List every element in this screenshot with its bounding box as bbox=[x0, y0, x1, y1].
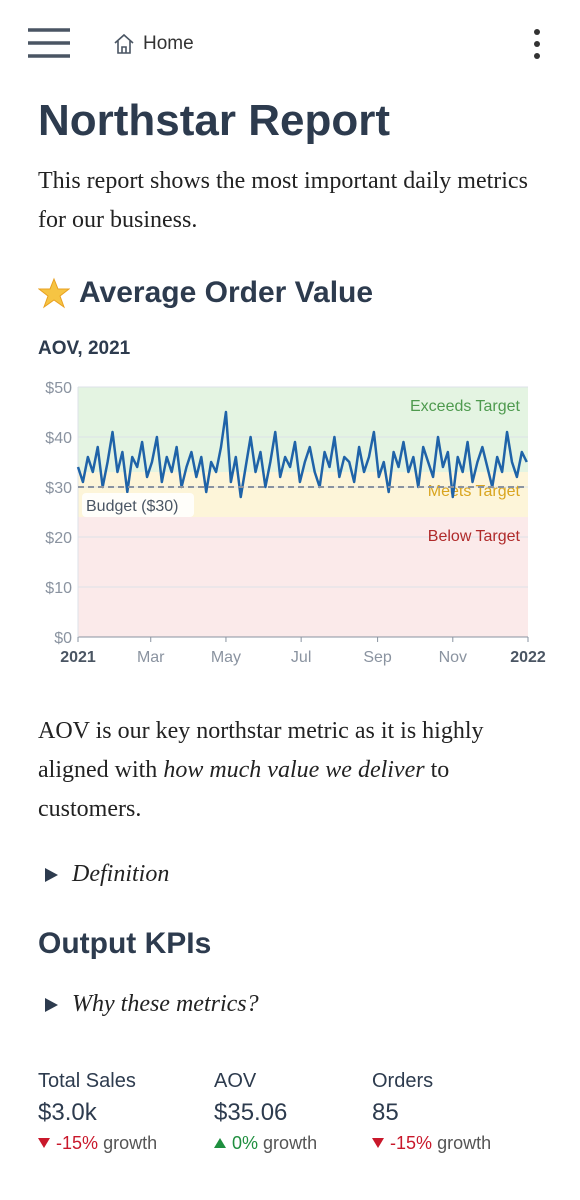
kpi-change: 0% bbox=[232, 1133, 259, 1153]
emphasis: how much value we deliver bbox=[163, 757, 425, 783]
x-tick-label: Jul bbox=[291, 649, 311, 666]
trend-arrow bbox=[214, 1138, 226, 1148]
expand-icon[interactable] bbox=[44, 867, 60, 883]
y-tick-label: $0 bbox=[54, 630, 72, 647]
title: Northstar Report bbox=[38, 96, 391, 145]
x-tick-label: Mar bbox=[137, 649, 165, 666]
paragraph: AOV is our key northstar metric as it is… bbox=[38, 712, 553, 829]
reference-label-bg bbox=[82, 493, 194, 517]
kpi-suffix: growth bbox=[437, 1133, 492, 1153]
band-label: Meets Target bbox=[428, 483, 521, 500]
chart: $0 $10 $20 $30 $40 $50 Exceeds Target Meets Tar… bbox=[45, 380, 546, 666]
expand-icon[interactable] bbox=[44, 997, 60, 1013]
y-tick-label: $30 bbox=[45, 480, 72, 497]
line-series bbox=[76, 410, 528, 499]
x-tick-label: 2021 bbox=[60, 649, 96, 666]
star-icon bbox=[38, 277, 70, 309]
kpi-label: Total Sales bbox=[38, 1070, 136, 1092]
intro: This report shows the most important dai… bbox=[38, 168, 528, 233]
trend-arrow bbox=[372, 1138, 384, 1148]
kpi-value: $3.0k bbox=[38, 1099, 97, 1126]
home-icon bbox=[114, 33, 134, 54]
x-tick-label: Sep bbox=[363, 649, 392, 666]
kpi-delta: -15% growth bbox=[38, 1133, 157, 1154]
y-tick-label: $40 bbox=[45, 430, 72, 447]
kpi-change: -15% bbox=[390, 1133, 433, 1153]
kpi-value: 85 bbox=[372, 1099, 399, 1126]
kpi: Total Sales $3.0k -15% growth bbox=[38, 1070, 157, 1154]
kpi: Orders 85 -15% growth bbox=[372, 1070, 491, 1154]
y-tick-label: $20 bbox=[45, 530, 72, 547]
kpi-change: -15% bbox=[56, 1133, 99, 1153]
x-tick-label: 2022 bbox=[510, 649, 546, 666]
menu-button[interactable] bbox=[28, 28, 72, 60]
y-tick-label: $10 bbox=[45, 580, 72, 597]
kpi-label: Orders bbox=[372, 1070, 434, 1092]
x-tick-label: Nov bbox=[439, 649, 467, 666]
breadcrumb[interactable]: Home bbox=[143, 33, 194, 54]
x-tick-label: May bbox=[211, 649, 241, 666]
kpi-suffix: growth bbox=[263, 1133, 318, 1153]
band-label: Below Target bbox=[428, 528, 521, 545]
text: to customers. bbox=[38, 757, 450, 822]
kpi-suffix: growth bbox=[103, 1133, 158, 1153]
kpi-delta: 0% growth bbox=[214, 1133, 317, 1154]
details-summary[interactable]: Definition bbox=[72, 861, 170, 887]
section-heading: Output KPIs bbox=[38, 927, 212, 960]
y-tick-label: $50 bbox=[45, 380, 72, 397]
band-label: Exceeds Target bbox=[410, 398, 521, 415]
text: AOV is our key northstar metric as it is… bbox=[38, 718, 484, 783]
kpi-label: AOV bbox=[214, 1070, 257, 1092]
kpi: AOV $35.06 0% growth bbox=[214, 1070, 317, 1154]
kpi-delta: -15% growth bbox=[372, 1133, 491, 1154]
reference-label: Budget ($30) bbox=[86, 498, 179, 515]
trend-arrow bbox=[38, 1138, 50, 1148]
chart-title: AOV, 2021 bbox=[38, 338, 131, 359]
section-heading: Average Order Value bbox=[79, 276, 374, 309]
more-button[interactable] bbox=[530, 28, 544, 60]
details-summary[interactable]: Why these metrics? bbox=[72, 991, 259, 1017]
kpi-value: $35.06 bbox=[214, 1099, 288, 1126]
